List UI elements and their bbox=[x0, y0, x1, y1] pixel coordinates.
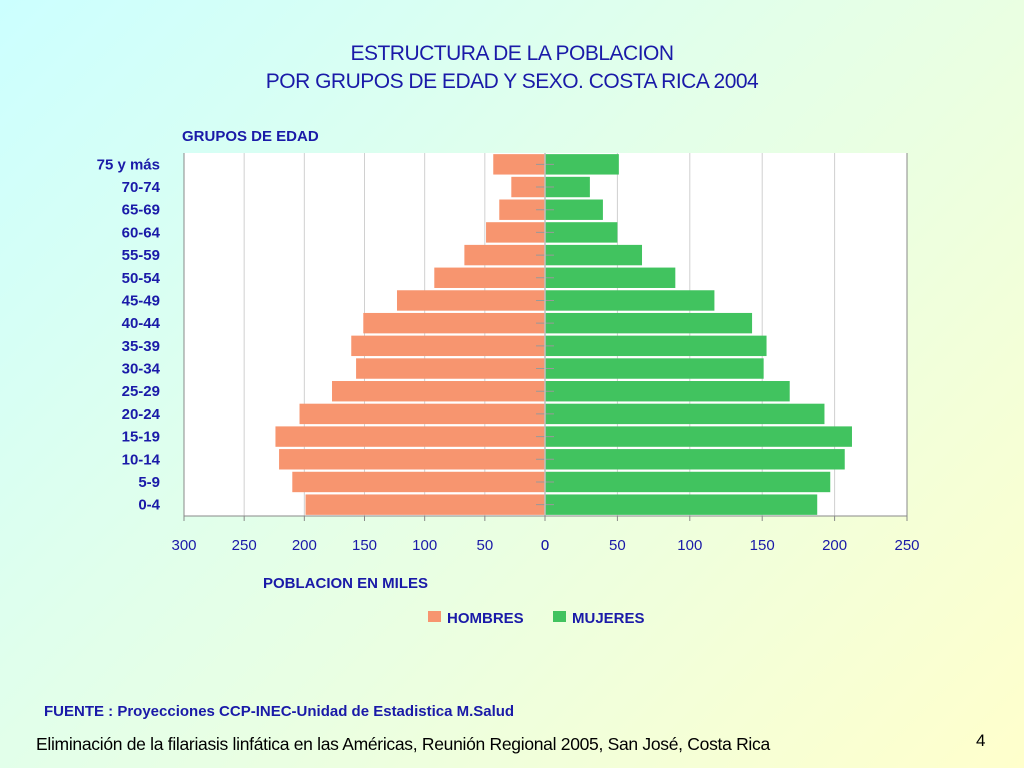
y-tick-label: 50-54 bbox=[122, 270, 161, 287]
x-tick-label: 250 bbox=[894, 537, 919, 554]
y-tick-label: 25-29 bbox=[122, 383, 160, 400]
bar-mujeres bbox=[545, 381, 790, 402]
bar-hombres bbox=[396, 290, 545, 311]
population-pyramid-chart: 75 y más 70-74 65-69 60-64 55-59 50-54 45-49 40… bbox=[97, 128, 920, 627]
bar-mujeres bbox=[545, 471, 831, 493]
y-tick-label: 40-44 bbox=[122, 315, 161, 332]
bar-hombres bbox=[305, 494, 545, 515]
bar-mujeres bbox=[545, 176, 590, 198]
y-tick-label: 15-19 bbox=[122, 429, 160, 446]
x-tick-label: 50 bbox=[609, 537, 626, 554]
y-tick-label: 0-4 bbox=[138, 497, 160, 514]
y-tick-label: 35-39 bbox=[122, 338, 160, 355]
bar-hombres bbox=[511, 176, 545, 198]
bar-mujeres bbox=[545, 358, 764, 379]
bar-hombres bbox=[299, 403, 545, 425]
chart-title-line-2: POR GRUPOS DE EDAD Y SEXO. COSTA RICA 20… bbox=[265, 70, 759, 93]
bar-hombres bbox=[434, 267, 545, 288]
bar-hombres bbox=[292, 471, 545, 493]
bar-hombres bbox=[363, 312, 545, 334]
x-tick-label: 100 bbox=[677, 537, 702, 554]
legend-label-hombres: HOMBRES bbox=[447, 610, 524, 627]
bar-mujeres bbox=[545, 426, 852, 447]
bar-hombres bbox=[351, 335, 545, 357]
source-note: FUENTE : Proyecciones CCP-INEC-Unidad de… bbox=[44, 703, 515, 720]
y-tick-label: 55-59 bbox=[122, 247, 160, 264]
x-tick-label: 0 bbox=[541, 537, 549, 554]
page-number: 4 bbox=[976, 731, 986, 750]
bar-mujeres bbox=[545, 267, 676, 288]
y-tick-label: 10-14 bbox=[122, 451, 161, 468]
y-tick-label: 75 y más bbox=[97, 156, 160, 173]
x-tick-label: 0 bbox=[541, 537, 549, 554]
y-tick-label: 30-34 bbox=[122, 361, 161, 378]
x-tick-label: 150 bbox=[750, 537, 775, 554]
x-axis-title: POBLACION EN MILES bbox=[263, 575, 428, 592]
bar-mujeres bbox=[545, 312, 753, 334]
bar-mujeres bbox=[545, 403, 825, 425]
y-tick-label: 5-9 bbox=[138, 474, 160, 491]
chart-title: ESTRUCTURA DE LA POBLACION POR GRUPOS DE… bbox=[0, 40, 1024, 96]
x-tick-label: 250 bbox=[232, 537, 257, 554]
y-tick-label: 45-49 bbox=[122, 292, 160, 309]
bar-mujeres bbox=[545, 290, 715, 311]
x-tick-label: 300 bbox=[171, 537, 196, 554]
bar-hombres bbox=[499, 199, 545, 220]
bar-hombres bbox=[356, 358, 545, 379]
x-tick-label: 200 bbox=[292, 537, 317, 554]
bar-hombres bbox=[279, 449, 545, 470]
footer-text: Eliminación de la filariasis linfática e… bbox=[36, 734, 770, 754]
bar-mujeres bbox=[545, 199, 603, 220]
bar-mujeres bbox=[545, 222, 618, 243]
bar-hombres bbox=[275, 426, 545, 447]
y-axis-title: GRUPOS DE EDAD bbox=[182, 128, 319, 145]
x-tick-label: 150 bbox=[352, 537, 377, 554]
x-tick-label: 50 bbox=[476, 537, 493, 554]
bar-mujeres bbox=[545, 335, 767, 357]
legend-swatch-hombres bbox=[428, 611, 441, 622]
y-tick-label: 60-64 bbox=[122, 224, 161, 241]
y-tick-label: 20-24 bbox=[122, 406, 161, 423]
bar-hombres bbox=[493, 154, 545, 175]
bar-mujeres bbox=[545, 449, 845, 470]
legend-swatch-mujeres bbox=[553, 611, 566, 622]
bar-mujeres bbox=[545, 494, 818, 515]
x-tick-label: 100 bbox=[412, 537, 437, 554]
bar-hombres bbox=[464, 244, 545, 266]
chart-title-line-1: ESTRUCTURA DE LA POBLACION bbox=[350, 42, 674, 65]
y-tick-label: 65-69 bbox=[122, 202, 160, 219]
y-tick-label: 70-74 bbox=[122, 179, 161, 196]
bar-mujeres bbox=[545, 154, 619, 175]
bar-hombres bbox=[332, 381, 545, 402]
x-tick-label: 200 bbox=[822, 537, 847, 554]
legend-label-mujeres: MUJERES bbox=[572, 610, 645, 627]
bar-hombres bbox=[486, 222, 545, 243]
bar-mujeres bbox=[545, 244, 643, 266]
